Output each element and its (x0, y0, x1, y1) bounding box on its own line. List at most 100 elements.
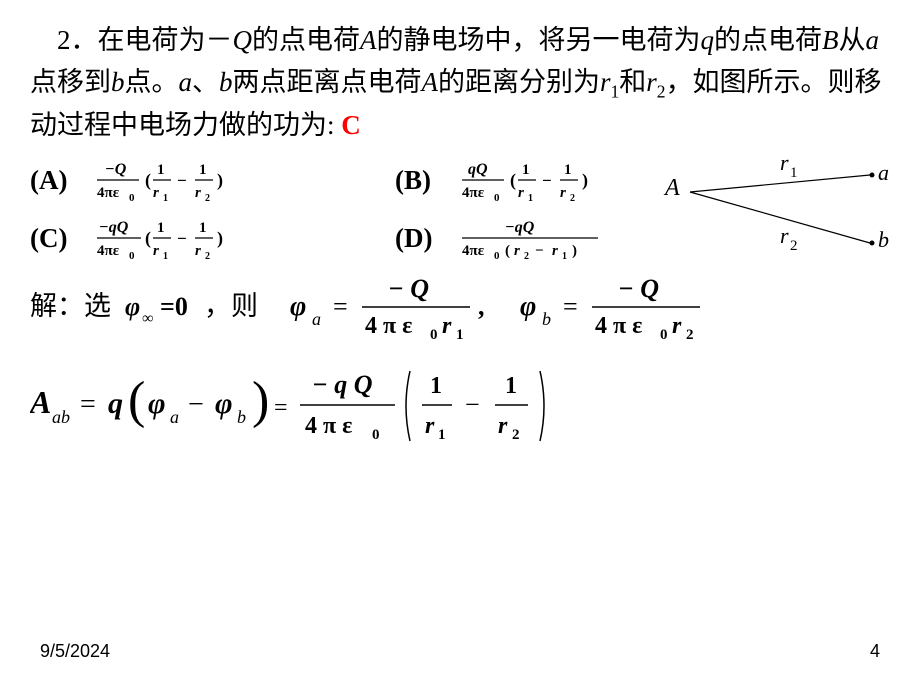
svg-text:r: r (195, 243, 201, 259)
svg-text:=: = (333, 292, 348, 321)
svg-text:解：选: 解：选 (30, 291, 111, 321)
svg-text:1: 1 (163, 193, 168, 203)
svg-text:r: r (560, 185, 566, 201)
svg-text:): ) (572, 243, 577, 259)
svg-text:): ) (252, 372, 269, 429)
svg-text:φ: φ (125, 292, 140, 321)
svg-text:1: 1 (157, 162, 165, 178)
svg-text:qQ: qQ (468, 161, 488, 178)
svg-text:r: r (518, 185, 524, 201)
diagram-r1-sub: 1 (790, 165, 798, 181)
diagram: A r 1 r 2 a b (660, 155, 890, 285)
footer-date: 9/5/2024 (40, 638, 110, 665)
opt-A-formula: −Q 4πε 0 ( 1 r 1 − 1 r 2 ) (95, 157, 395, 203)
svg-text:r: r (153, 185, 159, 201)
svg-text:2: 2 (512, 427, 520, 443)
svg-text:2: 2 (686, 327, 694, 343)
svg-text:−qQ: −qQ (99, 219, 129, 236)
svg-text:q: q (108, 387, 123, 420)
svg-text:b: b (237, 407, 246, 427)
svg-text:−: − (188, 389, 204, 420)
svg-text:−: − (177, 229, 187, 248)
opt-A-label: (A) (30, 160, 95, 201)
diagram-point-b (870, 241, 875, 246)
svg-text:−qQ: −qQ (505, 219, 535, 236)
svg-text:0: 0 (372, 427, 380, 443)
svg-text:0: 0 (129, 192, 135, 203)
svg-text:): ) (217, 170, 223, 191)
diagram-r2-sub: 2 (790, 238, 798, 254)
diagram-r2: r (780, 223, 789, 248)
svg-text:1: 1 (564, 162, 572, 178)
svg-text:，则: ，则 (204, 291, 258, 321)
svg-text:,: , (478, 292, 485, 321)
svg-text:(: ( (145, 228, 151, 249)
svg-text:4 π ε: 4 π ε (595, 313, 642, 339)
svg-text:r: r (498, 413, 508, 439)
svg-text:0: 0 (129, 250, 135, 261)
svg-text:r: r (514, 243, 520, 259)
svg-text:r: r (153, 243, 159, 259)
svg-text:): ) (582, 170, 588, 191)
svg-text:1: 1 (199, 220, 207, 236)
svg-text:−: − (535, 243, 544, 259)
diagram-point-a (870, 173, 875, 178)
diagram-b: b (878, 227, 889, 252)
svg-text:0: 0 (494, 250, 500, 261)
svg-text:2: 2 (524, 251, 529, 261)
svg-text:φ: φ (520, 291, 536, 322)
opt-C-label: (C) (30, 218, 95, 259)
svg-text:r: r (442, 313, 452, 339)
svg-text:4πε: 4πε (97, 185, 120, 201)
svg-text:(: ( (505, 243, 510, 259)
svg-text:1: 1 (522, 162, 530, 178)
svg-text:2: 2 (205, 193, 210, 203)
svg-text:1: 1 (163, 251, 168, 261)
footer-page: 4 (870, 638, 880, 665)
svg-text:1: 1 (157, 220, 165, 236)
svg-text:4 π ε: 4 π ε (365, 313, 412, 339)
diagram-label-A: A (663, 175, 680, 201)
svg-text:∞: ∞ (142, 310, 153, 327)
svg-text:−: − (465, 390, 480, 419)
opt-B-label: (B) (395, 160, 460, 201)
svg-text:r: r (672, 313, 682, 339)
svg-text:=: = (80, 389, 96, 420)
svg-text:− Q: − Q (618, 274, 659, 303)
problem-body: 在电荷为－Q的点电荷A的静电场中，将另一电荷为q的点电荷B从a点移到b点。a、b… (30, 25, 882, 140)
svg-text:2: 2 (570, 193, 575, 203)
problem-number: 2． (57, 25, 98, 55)
svg-text:1: 1 (438, 427, 446, 443)
svg-text:(: ( (145, 170, 151, 191)
svg-text:A: A (30, 384, 51, 420)
svg-text:a: a (170, 407, 179, 427)
opt-C-formula: −qQ 4πε 0 ( 1 r 1 − 1 r 2 ) (95, 215, 395, 261)
svg-text:=: = (274, 395, 288, 421)
svg-text:1: 1 (430, 373, 442, 399)
svg-text:φ: φ (290, 291, 306, 322)
svg-text:1: 1 (505, 373, 517, 399)
diagram-a: a (878, 160, 889, 185)
svg-text:0: 0 (660, 327, 668, 343)
svg-text:−: − (542, 171, 552, 190)
svg-text:− q Q: − q Q (312, 370, 373, 399)
svg-text:a: a (312, 309, 321, 329)
svg-text:0: 0 (430, 327, 438, 343)
slide: 2．在电荷为－Q的点电荷A的静电场中，将另一电荷为q的点电荷B从a点移到b点。a… (0, 0, 920, 690)
svg-text:−Q: −Q (105, 161, 127, 178)
svg-text:(: ( (510, 170, 516, 191)
svg-text:4πε: 4πε (462, 243, 485, 259)
svg-text:4 π ε: 4 π ε (305, 413, 352, 439)
diagram-r1: r (780, 155, 789, 175)
svg-text:1: 1 (199, 162, 207, 178)
svg-text:ab: ab (52, 407, 70, 427)
svg-text:1: 1 (562, 251, 567, 261)
opt-D-label: (D) (395, 218, 460, 259)
footer: 9/5/2024 4 (40, 638, 880, 665)
svg-text:1: 1 (528, 193, 533, 203)
svg-text:r: r (195, 185, 201, 201)
svg-text:1: 1 (456, 327, 464, 343)
svg-text:φ: φ (148, 387, 166, 420)
diagram-line-r1 (690, 175, 870, 192)
svg-text:0: 0 (494, 192, 500, 203)
